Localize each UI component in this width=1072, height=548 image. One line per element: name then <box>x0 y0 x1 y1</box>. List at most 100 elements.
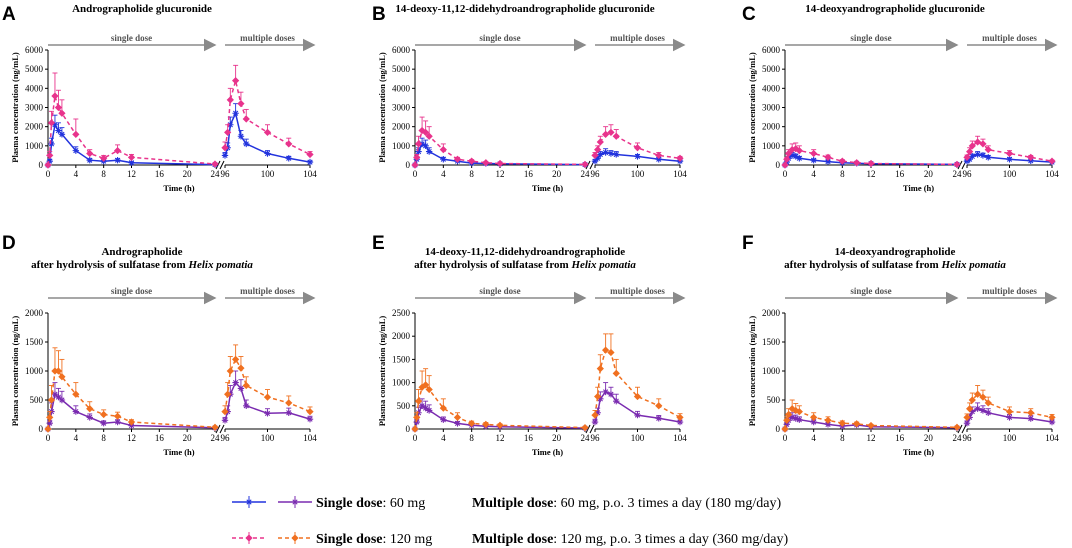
x-axis-label: Time (h) <box>532 183 563 193</box>
y-tick-label: 2000 <box>25 308 44 318</box>
y-tick-label: 4000 <box>25 83 44 93</box>
data-point <box>425 407 433 414</box>
panel-label-F: F <box>742 233 754 254</box>
data-point <box>224 128 232 137</box>
data-point <box>1006 414 1013 421</box>
series-multi_60 <box>411 382 684 433</box>
data-point <box>306 150 314 159</box>
axes: 0 500 1000 1500 2000 0 4 8 12 16 20 24 96 100 104 Plasm… <box>747 308 1059 457</box>
data-point <box>591 157 599 165</box>
panels-group: A Andrographolide glucuronide single dose m… <box>2 3 1059 457</box>
data-point <box>676 154 684 162</box>
data-point <box>974 390 982 398</box>
data-point <box>425 385 433 394</box>
data-point <box>979 152 987 159</box>
data-point <box>468 157 476 165</box>
y-tick-label: 500 <box>767 395 781 405</box>
panel-title-C: 14-deoxyandrographolide glucuronide <box>805 3 985 15</box>
axes: 0 1000 2000 3000 4000 5000 6000 0 4 8 12 16 20 24 96 10… <box>747 45 1059 193</box>
x-tick-label: 20 <box>924 433 934 443</box>
x-tick-label: 4 <box>441 169 446 179</box>
data-point <box>422 142 429 150</box>
data-point <box>1005 407 1014 416</box>
data-point <box>966 156 973 163</box>
x-tick-label: 20 <box>552 433 562 443</box>
data-point <box>237 364 245 372</box>
x-tick-label: 24 <box>953 169 963 179</box>
legend: Single dose: 60 mg Multiple dose: 60 mg,… <box>232 496 788 547</box>
data-point <box>824 421 832 428</box>
title-italic: Helix pomatia <box>940 259 1006 271</box>
data-point <box>963 413 971 422</box>
data-point <box>113 147 122 155</box>
data-point <box>985 154 992 161</box>
x-tick-label: 100 <box>1003 169 1017 179</box>
data-point <box>243 402 250 409</box>
series-line-multi <box>224 80 311 156</box>
series-line-single <box>414 383 586 430</box>
y-tick-label: 2000 <box>392 122 411 132</box>
data-point <box>51 121 59 128</box>
y-tick-label: 2000 <box>392 331 411 341</box>
data-point <box>784 149 793 158</box>
y-tick-label: 1000 <box>25 141 44 151</box>
panel-label-C: C <box>742 4 756 25</box>
data-point <box>985 409 992 416</box>
data-point <box>482 159 490 167</box>
single-dose-label: single dose <box>850 286 891 296</box>
data-point <box>55 127 62 134</box>
data-point <box>264 410 271 417</box>
x-tick-label: 104 <box>1045 169 1059 179</box>
data-point <box>285 399 293 407</box>
data-point <box>1027 409 1035 417</box>
data-point <box>968 142 976 150</box>
series-single_120 <box>781 135 1056 169</box>
data-point <box>783 416 791 424</box>
data-point <box>46 420 53 427</box>
x-tick-label: 104 <box>1045 433 1059 443</box>
data-point <box>211 160 219 168</box>
phase-arrows: single dose multiple doses <box>785 33 1058 52</box>
y-tick-label: 2000 <box>762 122 781 132</box>
x-tick-label: 96 <box>963 433 973 443</box>
data-point <box>439 404 447 412</box>
data-point <box>114 157 121 164</box>
data-point <box>1048 418 1056 426</box>
data-point <box>783 421 790 428</box>
data-point <box>979 407 987 414</box>
x-tick-label: 96 <box>963 169 973 179</box>
data-point <box>227 121 234 128</box>
data-point <box>655 151 663 160</box>
data-point <box>306 415 314 423</box>
data-point <box>51 92 59 100</box>
title-line: Andrographolide glucuronide <box>72 3 212 15</box>
data-point <box>237 133 245 140</box>
x-tick-label: 12 <box>127 169 136 179</box>
data-point <box>824 158 832 165</box>
data-point <box>221 407 229 416</box>
data-point <box>439 146 447 154</box>
x-tick-label: 0 <box>413 169 418 179</box>
data-point <box>44 161 52 169</box>
data-point <box>867 421 875 430</box>
y-tick-label: 500 <box>30 395 44 405</box>
x-tick-label: 104 <box>303 169 317 179</box>
x-tick-label: 0 <box>46 169 51 179</box>
x-tick-label: 104 <box>673 169 687 179</box>
series-line-multi <box>966 393 1053 419</box>
data-point <box>58 373 66 381</box>
data-point <box>953 160 961 169</box>
legend-swatch-single-120 <box>232 532 266 544</box>
data-point <box>440 416 447 423</box>
panel-label-B: B <box>372 4 386 25</box>
series-multi_60 <box>781 402 1056 433</box>
y-tick-label: 1500 <box>25 337 44 347</box>
data-point <box>232 379 239 386</box>
data-point <box>113 412 122 420</box>
data-point <box>591 151 599 160</box>
data-point <box>788 414 796 421</box>
data-point <box>285 140 293 148</box>
x-axis-label: Time (h) <box>903 447 934 457</box>
data-point <box>1048 157 1056 165</box>
x-tick-label: 20 <box>552 169 562 179</box>
